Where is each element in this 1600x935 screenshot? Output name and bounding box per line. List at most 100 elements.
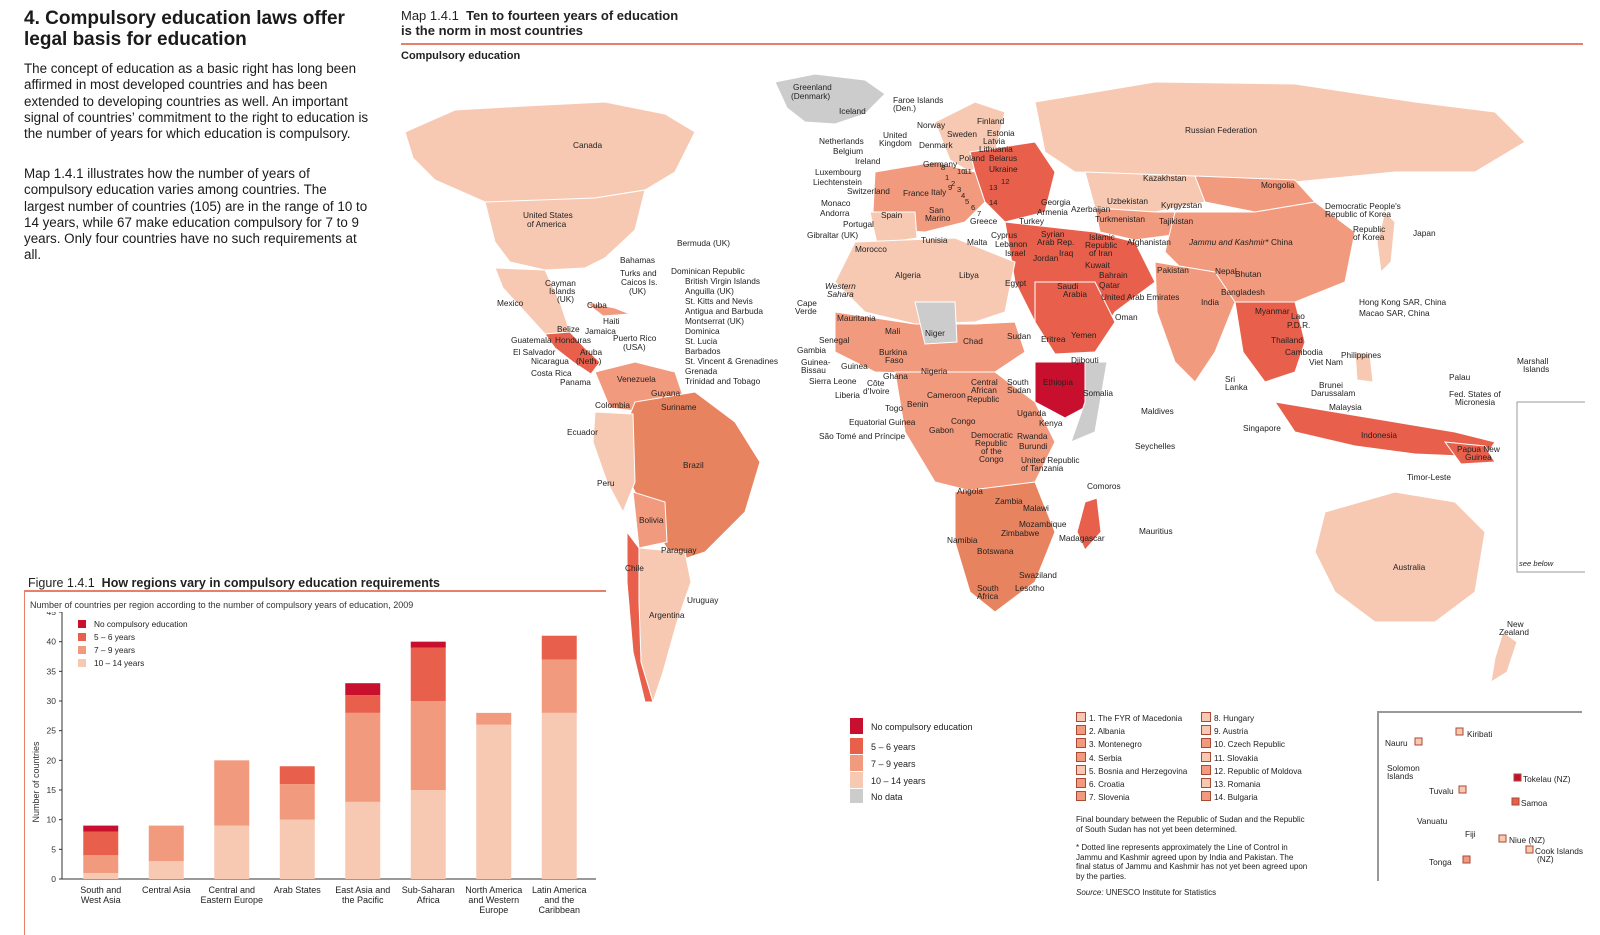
legend-label-no-data: No data	[871, 792, 903, 802]
label-peru: Peru	[597, 478, 615, 488]
bar-segment	[345, 801, 381, 879]
label-saotome: São Tomé and Príncipe	[819, 431, 905, 441]
label-bolivia: Bolivia	[639, 515, 664, 525]
label-ecuador: Ecuador	[567, 427, 598, 437]
label-liberia: Liberia	[835, 390, 860, 400]
caribbean-item: British Virgin Islands	[685, 276, 760, 286]
label-georgia: Georgia	[1041, 197, 1071, 207]
map-title-line2: is the norm in most countries	[401, 23, 584, 38]
label-egypt: Egypt	[1005, 278, 1027, 288]
label-uk2: Kingdom	[879, 138, 912, 148]
inset-tonga: Tonga	[1429, 857, 1452, 867]
label-cotedivoire2: d'Ivoire	[863, 386, 890, 396]
label-uae: United Arab Emirates	[1101, 292, 1179, 302]
label-faroe2: (Den.)	[893, 103, 916, 113]
chart-legend: No compulsory education 5 – 6 years 7 – 9 …	[78, 619, 188, 668]
caribbean-item: Anguilla (UK)	[685, 286, 734, 296]
label-mauritius: Mauritius	[1139, 526, 1173, 536]
numbered-country: 10. Czech Republic	[1201, 738, 1302, 751]
label-turkmenistan: Turkmenistan	[1095, 214, 1145, 224]
region-indonesia	[1273, 401, 1496, 458]
label-rwanda: Rwanda	[1017, 431, 1048, 441]
map-source: Source: UNESCO Institute for Statistics	[1076, 888, 1216, 898]
europe-number: 6	[971, 203, 975, 212]
numbered-country: 1. The FYR of Macedonia	[1076, 712, 1187, 725]
label-cayman: Cayman	[545, 278, 576, 288]
region-cuba	[584, 301, 631, 317]
label-lesotho: Lesotho	[1015, 583, 1045, 593]
label-malaysia: Malaysia	[1329, 402, 1362, 412]
label-drc: Democratic	[971, 430, 1013, 440]
map-title-rule	[401, 43, 1583, 45]
section-title: 4. Compulsory education laws offer legal…	[24, 8, 345, 50]
label-eritrea: Eritrea	[1041, 334, 1066, 344]
caribbean-item: Antigua and Barbuda	[685, 306, 763, 316]
region-bolivia	[632, 491, 668, 549]
label-iran: Islamic	[1089, 232, 1115, 242]
label-ethiopia: Ethiopia	[1043, 377, 1073, 387]
region-usa	[484, 189, 646, 271]
numbered-country: 3. Montenegro	[1076, 738, 1187, 751]
map-title: Map 1.4.1 Ten to fourteen years of educa…	[401, 8, 678, 38]
label-kenya: Kenya	[1039, 418, 1063, 428]
bar-segment	[541, 712, 577, 879]
label-usa2: of America	[527, 219, 567, 229]
label-zambia: Zambia	[995, 496, 1023, 506]
label-iraq: Iraq	[1059, 248, 1074, 258]
map-legend-none: No compulsory education	[850, 718, 973, 734]
label-hongkong: Hong Kong SAR, China	[1359, 297, 1447, 307]
numbered-country-swatch	[1076, 738, 1086, 749]
label-syria2: Arab Rep.	[1037, 237, 1074, 247]
label-tanzania: United Republic	[1021, 455, 1080, 465]
numbered-country-label: 14. Bulgaria	[1214, 793, 1258, 803]
legend-swatch	[78, 646, 86, 654]
numbered-country-label: 10. Czech Republic	[1214, 740, 1285, 750]
label-brunei2: Darussalam	[1311, 388, 1355, 398]
figure-title: Figure 1.4.1 How regions vary in compuls…	[28, 576, 440, 590]
note-sudan: Final boundary between the Republic of S…	[1076, 815, 1305, 834]
map-legend-5-6: 5 – 6 years	[850, 738, 916, 754]
label-timor: Timor-Leste	[1407, 472, 1451, 482]
legend-label-10-14: 10 – 14 years	[871, 776, 926, 786]
legend-swatch	[78, 659, 86, 667]
legend-swatch-10-14	[850, 772, 863, 788]
numbered-country-swatch	[1201, 764, 1211, 775]
label-liechtenstein: Liechtenstein	[813, 177, 862, 187]
region-new-zealand	[1490, 631, 1518, 684]
label-southsudan: South	[1007, 377, 1029, 387]
label-dprk: Democratic People's	[1325, 201, 1401, 211]
numbered-country-swatch	[1201, 738, 1211, 749]
legend-swatch-none	[850, 718, 863, 734]
label-lebanon: Lebanon	[995, 239, 1028, 249]
label-oman: Oman	[1115, 312, 1138, 322]
x-tick-label: Sub-Saharan	[402, 885, 455, 895]
label-capeverde: Cape	[797, 298, 817, 308]
label-luxembourg: Luxembourg	[815, 167, 862, 177]
label-car: Central	[971, 377, 998, 387]
label-zimbabwe: Zimbabwe	[1001, 528, 1040, 538]
legend-label-none: No compulsory education	[871, 722, 973, 732]
label-tajikistan: Tajikistan	[1159, 216, 1194, 226]
bar-segment	[345, 695, 381, 713]
label-israel: Israel	[1005, 248, 1025, 258]
legend-swatch-7-9	[850, 755, 863, 771]
numbered-country-label: 6. Croatia	[1089, 780, 1125, 790]
legend-label-5-6: 5 – 6 years	[871, 742, 916, 752]
note-kashmir: * Dotted line represents approximately t…	[1076, 843, 1308, 881]
label-car2: African	[971, 385, 997, 395]
label-srilanka2: Lanka	[1225, 382, 1248, 392]
numbered-country-label: 8. Hungary	[1214, 714, 1255, 723]
label-cayman3: (UK)	[557, 294, 574, 304]
legend-swatch-5-6	[850, 738, 863, 754]
y-tick-label: 10	[47, 815, 57, 825]
label-sanmarino2: Marino	[925, 213, 951, 223]
bar-segment	[541, 659, 577, 713]
inset-marker	[1414, 737, 1423, 746]
region-greenland	[774, 73, 886, 125]
europe-numbers: 1 2 3 4 5 6 7 8 9 10 11 12 13 14	[941, 163, 1009, 218]
inset-marker	[1525, 845, 1534, 854]
map-title-line1: Ten to fourteen years of education	[466, 8, 679, 23]
label-newzealand: New	[1507, 619, 1525, 629]
label-madagascar: Madagascar	[1059, 533, 1105, 543]
